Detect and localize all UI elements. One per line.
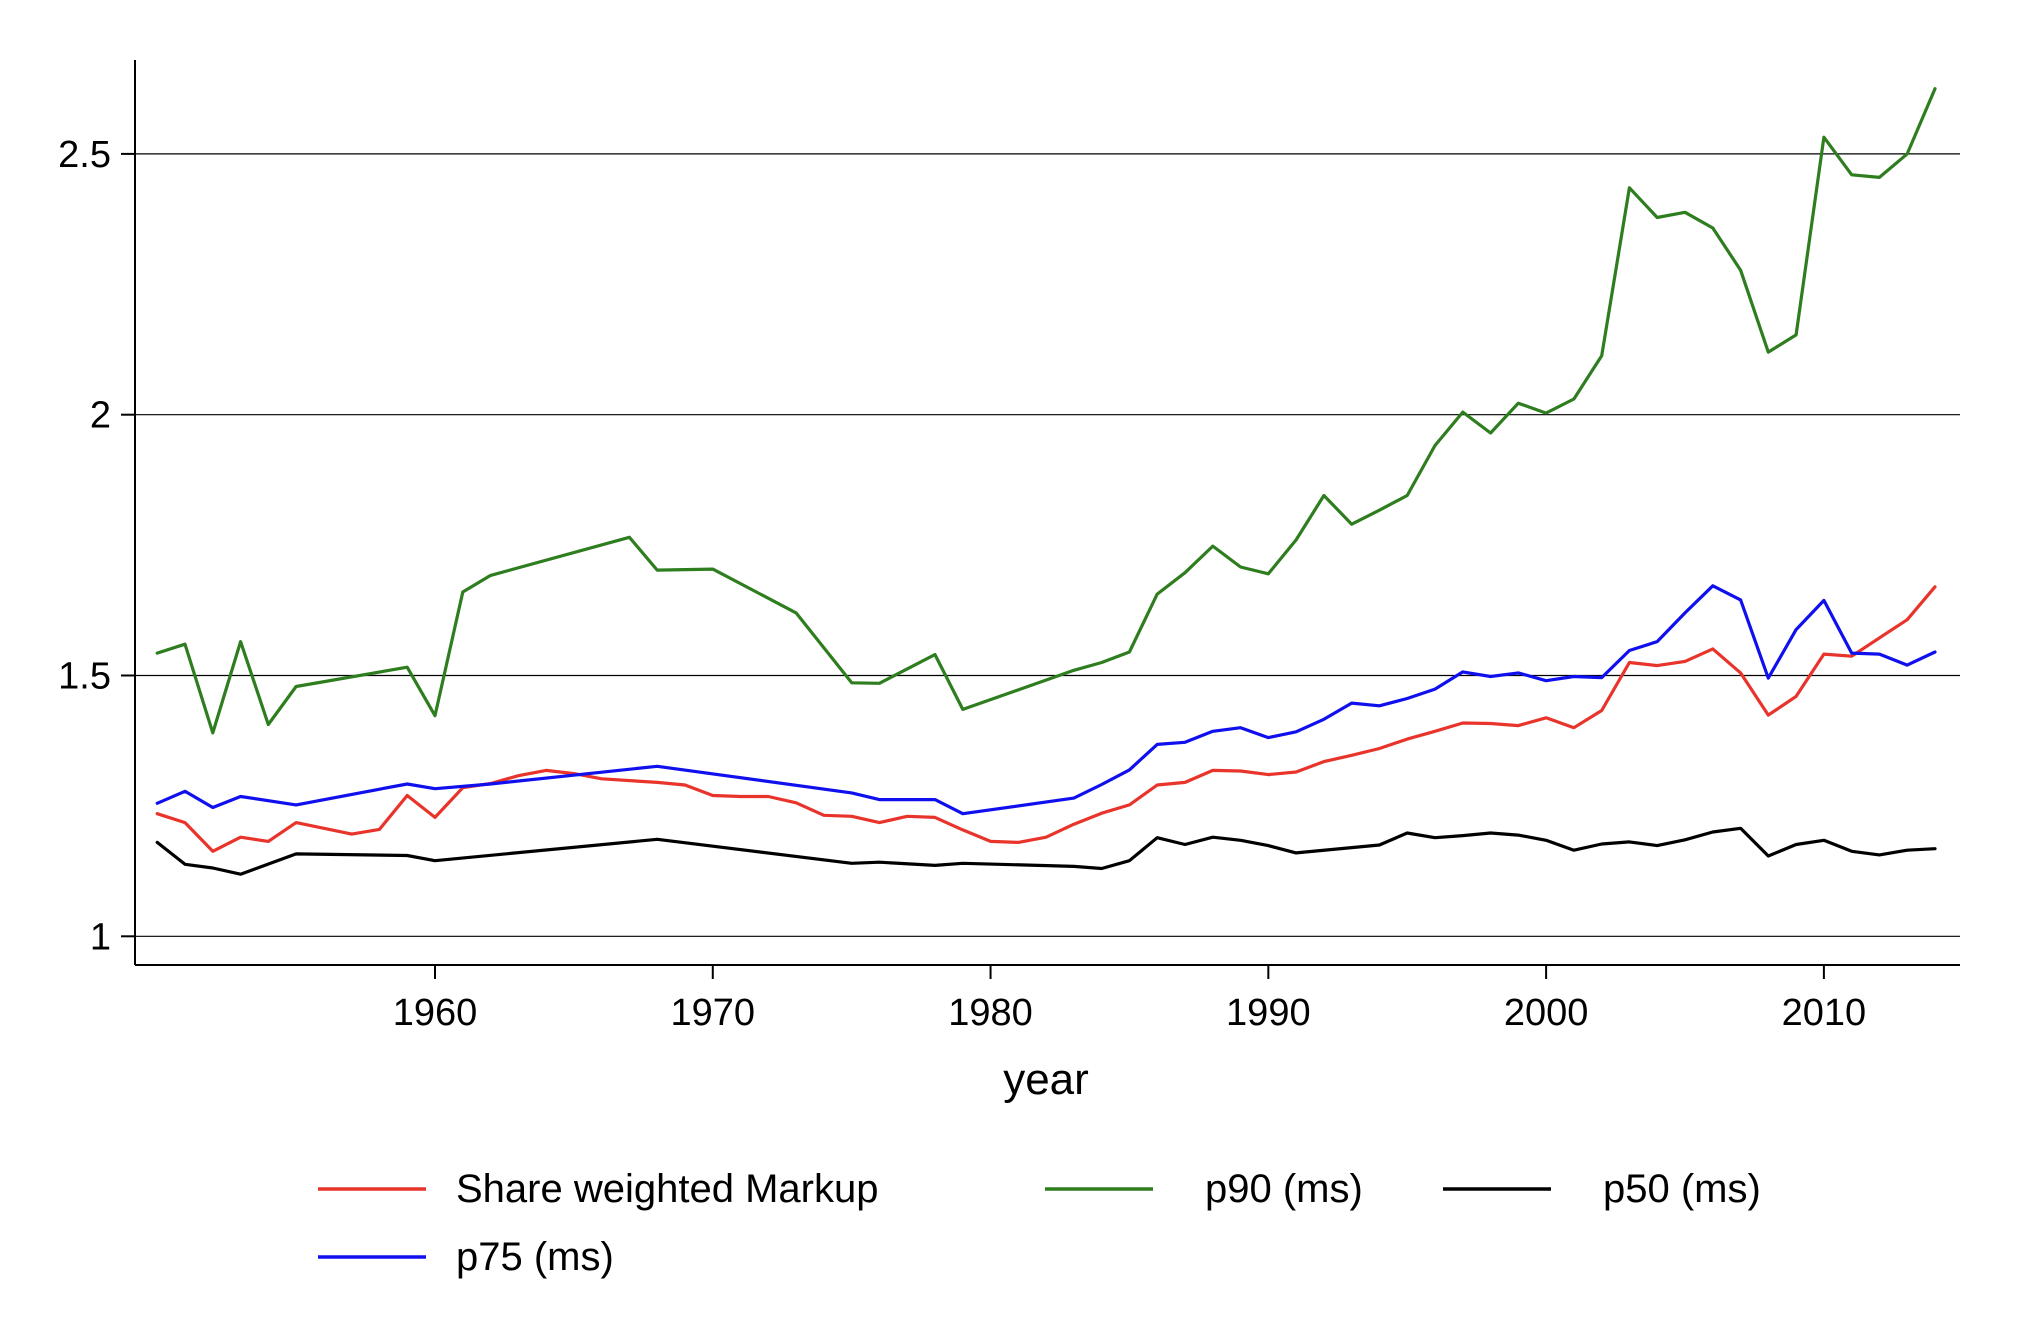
- series-line-p90-ms: [155, 87, 1937, 735]
- x-tick-label: 1970: [671, 992, 756, 1034]
- legend-label-share-weighted-markup: Share weighted Markup: [456, 1167, 878, 1211]
- y-tick-label: 1.5: [58, 656, 111, 698]
- legend-label-p90-ms: p90 (ms): [1205, 1167, 1363, 1211]
- x-tick-label: 1990: [1226, 992, 1311, 1034]
- series-line-p50-ms: [155, 826, 1937, 876]
- x-tick-label: 2000: [1504, 992, 1589, 1034]
- x-tick-label: 2010: [1782, 992, 1867, 1034]
- legend-label-p75-ms: p75 (ms): [456, 1235, 614, 1279]
- series-lines: [155, 87, 1937, 876]
- x-tick-label: 1960: [393, 992, 478, 1034]
- axes: [121, 60, 1960, 979]
- legend-label-p50-ms: p50 (ms): [1603, 1167, 1761, 1211]
- y-tick-label: 2: [90, 395, 111, 437]
- gridlines: [135, 153, 1960, 937]
- x-tick-label: 1980: [948, 992, 1033, 1034]
- x-axis-title: year: [1003, 1055, 1089, 1104]
- y-tick-label: 1: [90, 916, 111, 958]
- tick-labels: 1 1.5 2 2.5 1960 1970 1980 1990 2000 2010: [58, 134, 1866, 1034]
- series-line-p75-ms: [155, 584, 1937, 816]
- y-tick-label: 2.5: [58, 134, 111, 176]
- legend: Share weighted Markup p90 (ms) p50 (ms) p75…: [318, 1167, 1761, 1279]
- series-line-share-weighted-markup: [155, 585, 1937, 853]
